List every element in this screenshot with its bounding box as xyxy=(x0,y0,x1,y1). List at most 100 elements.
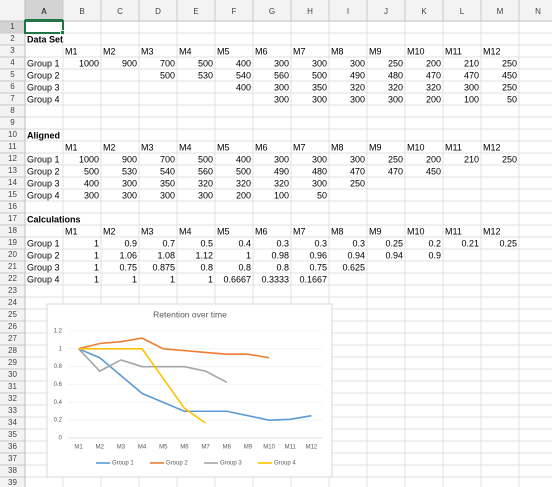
row-number: 29 xyxy=(8,358,17,367)
column-letter: N xyxy=(535,7,541,16)
x-tick-label: M6 xyxy=(180,445,189,451)
cell-text: 250 xyxy=(388,154,403,164)
x-tick-label: M3 xyxy=(117,445,126,451)
cell-text: M7 xyxy=(293,46,306,56)
cell-text: Group 4 xyxy=(27,94,60,104)
cell-text: 480 xyxy=(388,70,403,80)
cell-text: 900 xyxy=(122,58,137,68)
selected-cell[interactable] xyxy=(24,20,64,34)
cell-text: 1 xyxy=(94,250,99,260)
cell-text: Calculations xyxy=(27,214,81,224)
chart-area[interactable] xyxy=(46,303,333,478)
cell-text: M2 xyxy=(103,46,116,56)
x-tick-label: M8 xyxy=(223,445,232,451)
row-number: 2 xyxy=(10,34,15,43)
cell-text: 400 xyxy=(84,178,99,188)
cell-text: 700 xyxy=(160,58,175,68)
cell-text: 50 xyxy=(507,94,517,104)
row-number: 14 xyxy=(8,178,17,187)
column-letter: J xyxy=(384,7,388,16)
cell-text: 480 xyxy=(312,166,327,176)
y-tick-label: 0.4 xyxy=(54,400,63,406)
x-tick-label: M11 xyxy=(285,445,297,451)
cell-text: 200 xyxy=(236,190,251,200)
cell-text: 250 xyxy=(502,154,517,164)
cell-text: 530 xyxy=(122,166,137,176)
cell-text: M4 xyxy=(179,46,192,56)
cell-text: 1 xyxy=(94,274,99,284)
cell-text: 470 xyxy=(426,70,441,80)
cell-text: M2 xyxy=(103,142,116,152)
cell-text: 450 xyxy=(426,166,441,176)
cell-text: M4 xyxy=(179,142,192,152)
row-number: 1 xyxy=(10,22,15,31)
cell-text: 0.3333 xyxy=(261,274,289,284)
cell-text: 0.4 xyxy=(238,238,251,248)
y-tick-label: 1 xyxy=(59,346,63,352)
cell-text: 0.7 xyxy=(162,238,175,248)
cell-text: 300 xyxy=(274,94,289,104)
row-number: 11 xyxy=(8,142,17,151)
cell-text: Group 1 xyxy=(27,58,60,68)
row-number: 39 xyxy=(8,478,17,487)
row-number: 5 xyxy=(10,70,15,79)
row-number: 12 xyxy=(8,154,17,163)
cell-text: 700 xyxy=(160,154,175,164)
cell-text: 200 xyxy=(426,94,441,104)
cell-text: 540 xyxy=(160,166,175,176)
cell-text: M10 xyxy=(407,226,425,236)
cell-text: M8 xyxy=(331,46,344,56)
row-number: 16 xyxy=(8,202,17,211)
cell-text: 350 xyxy=(160,178,175,188)
row-number: 28 xyxy=(8,346,17,355)
active-row-header xyxy=(0,21,25,33)
column-letter: D xyxy=(155,7,161,16)
cell-text: 300 xyxy=(274,82,289,92)
cell-text: M5 xyxy=(217,46,230,56)
cell-text: 900 xyxy=(122,154,137,164)
cell-text: 300 xyxy=(312,154,327,164)
cell-text: 250 xyxy=(350,178,365,188)
cell-text: 500 xyxy=(198,154,213,164)
cell-text: 100 xyxy=(464,94,479,104)
cell-text: 0.3 xyxy=(314,238,327,248)
cell-text: 0.8 xyxy=(276,262,289,272)
row-number: 24 xyxy=(8,298,17,307)
x-tick-label: M10 xyxy=(263,445,275,451)
cell-text: 210 xyxy=(464,58,479,68)
cell-text: 300 xyxy=(84,190,99,200)
series-line xyxy=(78,348,228,383)
row-number: 3 xyxy=(10,46,15,55)
column-letter: K xyxy=(421,7,427,16)
cell-text: 470 xyxy=(388,166,403,176)
row-number: 19 xyxy=(8,238,17,247)
x-tick-label: M2 xyxy=(96,445,105,451)
cell-text: 500 xyxy=(312,70,327,80)
cell-text: Group 3 xyxy=(27,82,60,92)
cell-text: 0.3 xyxy=(276,238,289,248)
cell-text: 0.9 xyxy=(124,238,137,248)
cell-text: 320 xyxy=(350,82,365,92)
cell-text: Group 1 xyxy=(27,238,60,248)
row-number: 23 xyxy=(8,286,17,295)
cell-text: 1 xyxy=(94,262,99,272)
column-letter: A xyxy=(41,7,47,16)
cell-text: 1 xyxy=(132,274,137,284)
x-tick-label: M5 xyxy=(159,445,168,451)
cell-text: Group 4 xyxy=(27,274,60,284)
cell-text: 1 xyxy=(246,250,251,260)
cell-text: Group 4 xyxy=(27,190,60,200)
y-tick-label: 0 xyxy=(59,436,63,442)
cell-text: 0.94 xyxy=(347,250,365,260)
x-tick-label: M1 xyxy=(74,445,83,451)
cell-text: 300 xyxy=(312,178,327,188)
cell-text: M9 xyxy=(369,142,382,152)
cell-text: 300 xyxy=(312,94,327,104)
row-number: 4 xyxy=(10,58,15,67)
cell-text: M11 xyxy=(445,226,462,236)
cell-text: 450 xyxy=(502,70,517,80)
cell-text: 300 xyxy=(274,154,289,164)
legend-label: Group 4 xyxy=(274,461,296,467)
cell-text: 0.25 xyxy=(385,238,403,248)
cell-text: 320 xyxy=(236,178,251,188)
